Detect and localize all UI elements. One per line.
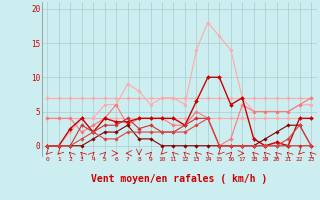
X-axis label: Vent moyen/en rafales ( km/h ): Vent moyen/en rafales ( km/h ) (91, 174, 267, 184)
